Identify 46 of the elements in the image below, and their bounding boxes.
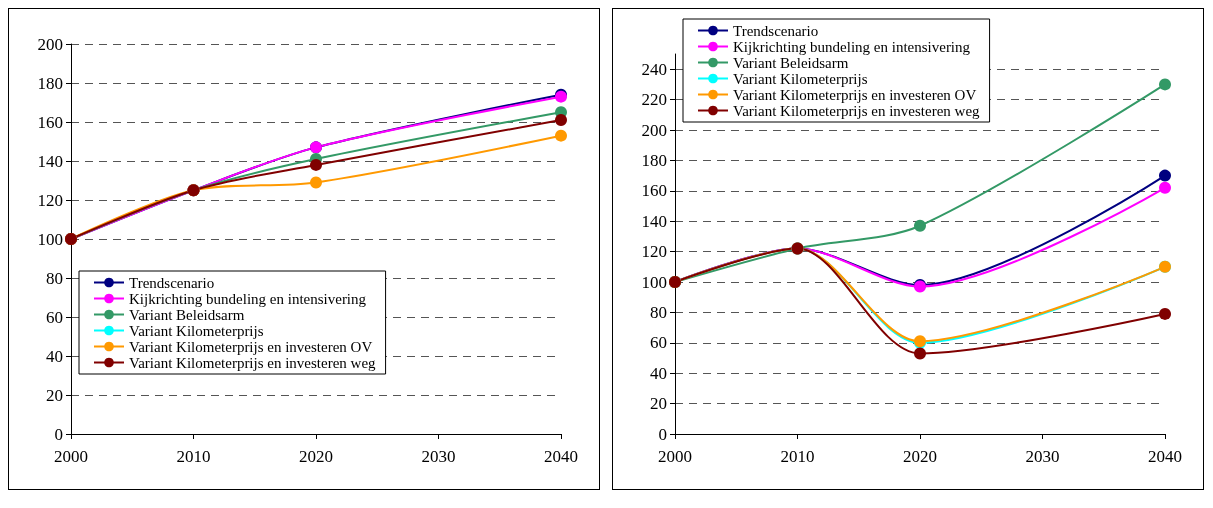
x-tick-label: 2020 bbox=[903, 447, 937, 466]
y-tick-label: 200 bbox=[641, 120, 667, 140]
legend-label: Variant Kilometerprijs bbox=[129, 322, 264, 339]
legend-label: Trendscenario bbox=[733, 22, 819, 39]
y-tick-label: 40 bbox=[650, 363, 667, 383]
y-tick-label: 40 bbox=[46, 346, 63, 366]
y-tick-label: 80 bbox=[650, 302, 667, 322]
y-tick-label: 0 bbox=[54, 424, 63, 444]
x-tick-label: 2030 bbox=[421, 447, 456, 466]
legend-label: Variant Kilometerprijs bbox=[733, 70, 868, 87]
legend-label: Kijkrichting bundeling en intensivering bbox=[733, 38, 971, 55]
y-tick-label: 60 bbox=[46, 307, 63, 327]
y-tick-label: 160 bbox=[37, 112, 63, 132]
y-tick-label: 120 bbox=[37, 190, 63, 210]
y-tick-label: 200 bbox=[37, 34, 63, 54]
y-tick-label: 20 bbox=[46, 385, 63, 405]
y-tick-label: 100 bbox=[641, 272, 667, 292]
x-tick-label: 2040 bbox=[1148, 447, 1182, 466]
y-tick-label: 20 bbox=[650, 394, 667, 414]
y-tick-label: 140 bbox=[37, 151, 63, 171]
legend-label: Variant Beleidsarm bbox=[733, 54, 849, 71]
y-tick-label: 120 bbox=[641, 242, 667, 262]
y-tick-label: 160 bbox=[641, 181, 667, 201]
y-tick-label: 220 bbox=[641, 90, 667, 110]
x-tick-label: 2000 bbox=[54, 447, 88, 466]
legend-label: Trendscenario bbox=[129, 274, 215, 291]
y-tick-label: 180 bbox=[641, 150, 667, 170]
y-tick-label: 180 bbox=[37, 73, 63, 93]
x-tick-label: 2000 bbox=[658, 447, 692, 466]
x-tick-label: 2040 bbox=[544, 447, 578, 466]
legend-label: Kijkrichting bundeling en intensivering bbox=[129, 290, 367, 307]
y-tick-label: 0 bbox=[658, 424, 667, 444]
legend-label: Variant Kilometerprijs en investeren OV bbox=[129, 338, 373, 355]
x-tick-label: 2030 bbox=[1025, 447, 1060, 466]
legend-label: Variant Beleidsarm bbox=[129, 306, 245, 323]
legend-label: Variant Kilometerprijs en investeren weg bbox=[129, 354, 377, 371]
y-tick-label: 80 bbox=[46, 268, 63, 288]
legend-label: Variant Kilometerprijs en investeren OV bbox=[733, 86, 977, 103]
y-tick-label: 240 bbox=[641, 59, 667, 79]
y-tick-label: 140 bbox=[641, 211, 667, 231]
legend-label: Variant Kilometerprijs en investeren weg bbox=[733, 102, 981, 119]
x-tick-label: 2010 bbox=[780, 447, 815, 466]
x-tick-label: 2010 bbox=[176, 447, 211, 466]
x-tick-label: 2020 bbox=[299, 447, 333, 466]
y-tick-label: 100 bbox=[37, 229, 63, 249]
y-tick-label: 60 bbox=[650, 333, 667, 353]
